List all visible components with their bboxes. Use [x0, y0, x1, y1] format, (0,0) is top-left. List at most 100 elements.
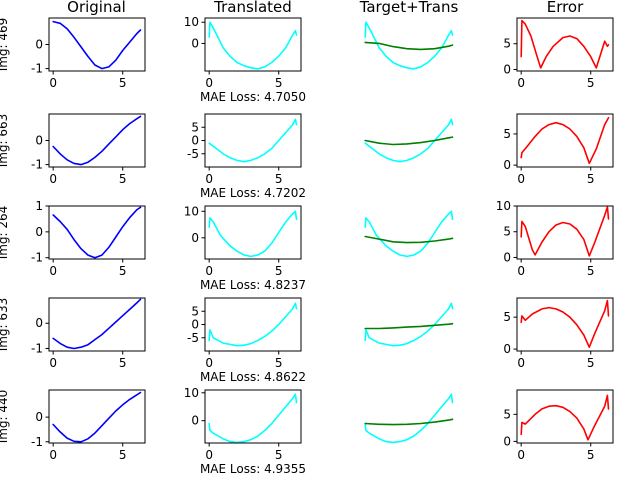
- x-tick-label: 5: [587, 356, 595, 370]
- subplot-original: 0 5 -1 0: [31, 113, 146, 186]
- x-tick-label: 5: [119, 172, 127, 186]
- y-tick-label: 5: [191, 304, 199, 318]
- series-line: [364, 136, 454, 146]
- subplot-translated: 0 5 0 10: [184, 204, 302, 278]
- y-tick-label: 5: [503, 407, 511, 421]
- y-tick-label: 0: [35, 225, 43, 239]
- axes-frame: [204, 205, 302, 260]
- y-tick-label: 10: [184, 204, 199, 218]
- series-line: [52, 206, 142, 259]
- axes-frame: [48, 297, 146, 352]
- y-tick-label: 0: [503, 158, 511, 172]
- axes-frame: [516, 205, 614, 260]
- series-line: [208, 210, 298, 258]
- subplot-target-trans: [364, 393, 454, 444]
- subplot-translated: 0 5-505: [187, 113, 302, 186]
- y-tick-label: 0: [35, 134, 43, 148]
- x-tick-label: 0: [205, 356, 213, 370]
- y-tick-label: 5: [503, 37, 511, 51]
- series-line: [520, 116, 610, 165]
- column-title-original: Original: [67, 0, 126, 16]
- series-line: [364, 21, 454, 70]
- subplot-translated: 0 5-505: [187, 297, 302, 370]
- subplot-target-trans: [364, 210, 454, 258]
- series-line: [208, 21, 298, 70]
- series-line: [520, 206, 610, 257]
- row-label: Img: 633: [0, 298, 10, 352]
- x-tick-label: 0: [517, 356, 525, 370]
- x-tick-label: 0: [517, 448, 525, 462]
- x-tick-label: 0: [49, 448, 57, 462]
- series-line: [208, 118, 298, 163]
- axes-frame: [516, 297, 614, 352]
- y-tick-label: -1: [31, 158, 43, 172]
- subplot-error: 0 5 0 5 10: [496, 199, 614, 278]
- axes-frame: [516, 17, 614, 72]
- subplot-target-trans: [364, 21, 454, 70]
- axes-frame: [204, 389, 302, 444]
- mae-loss-label: MAE Loss: 4.8622: [200, 370, 306, 384]
- y-tick-label: 10: [184, 15, 199, 29]
- subplot-error: 0 5 0 5: [503, 389, 614, 462]
- y-tick-label: 1: [35, 199, 43, 213]
- mae-loss-label: MAE Loss: 4.9355: [200, 462, 306, 476]
- axes-frame: [516, 389, 614, 444]
- x-tick-label: 5: [275, 356, 283, 370]
- x-tick-label: 0: [517, 264, 525, 278]
- axes-frame: [204, 17, 302, 72]
- axes-frame: [48, 389, 146, 444]
- y-tick-label: 5: [503, 310, 511, 324]
- y-tick-label: 0: [503, 62, 511, 76]
- series-line: [52, 115, 142, 166]
- subplot-original: 0 5 -1 0 1: [31, 199, 146, 278]
- y-tick-label: 0: [35, 38, 43, 52]
- y-tick-label: 0: [191, 414, 199, 428]
- x-tick-label: 0: [49, 264, 57, 278]
- x-tick-label: 5: [275, 172, 283, 186]
- row-label: Img: 440: [0, 390, 10, 444]
- series-line: [364, 322, 454, 330]
- y-tick-label: 0: [503, 250, 511, 264]
- x-tick-label: 0: [49, 76, 57, 90]
- subplot-original: 0 5 -1 0: [31, 297, 146, 370]
- subplot-error: 0 5 0 5: [503, 113, 614, 186]
- subplot-original: 0 5 -1 0: [31, 17, 146, 90]
- x-tick-label: 5: [587, 76, 595, 90]
- axes-frame: [48, 113, 146, 168]
- subplot-translated: 0 5 0 10: [184, 386, 302, 462]
- y-tick-label: 5: [503, 225, 511, 239]
- x-tick-label: 5: [275, 448, 283, 462]
- series-line: [520, 299, 610, 349]
- series-line: [364, 418, 454, 426]
- x-tick-label: 5: [587, 448, 595, 462]
- x-tick-label: 5: [587, 264, 595, 278]
- series-line: [364, 210, 454, 258]
- y-tick-label: 0: [35, 410, 43, 424]
- y-tick-label: 0: [191, 134, 199, 148]
- y-tick-label: 0: [503, 434, 511, 448]
- y-tick-label: -1: [31, 341, 43, 355]
- x-tick-label: 0: [205, 264, 213, 278]
- series-line: [364, 118, 454, 163]
- x-tick-label: 5: [275, 76, 283, 90]
- x-tick-label: 0: [205, 448, 213, 462]
- subplot-original: 0 5 -1 0: [31, 389, 146, 462]
- y-tick-label: -5: [187, 331, 199, 345]
- y-tick-label: -1: [31, 251, 43, 265]
- axes-frame: [48, 205, 146, 260]
- x-tick-label: 0: [517, 76, 525, 90]
- y-tick-label: 0: [191, 318, 199, 332]
- series-line: [52, 391, 142, 443]
- axes-frame: [516, 113, 614, 168]
- x-tick-label: 0: [49, 356, 57, 370]
- x-tick-label: 5: [119, 448, 127, 462]
- x-tick-label: 5: [119, 356, 127, 370]
- mae-loss-label: MAE Loss: 4.8237: [200, 278, 306, 292]
- mae-loss-label: MAE Loss: 4.7202: [200, 186, 306, 200]
- column-title-translated: Translated: [213, 0, 292, 16]
